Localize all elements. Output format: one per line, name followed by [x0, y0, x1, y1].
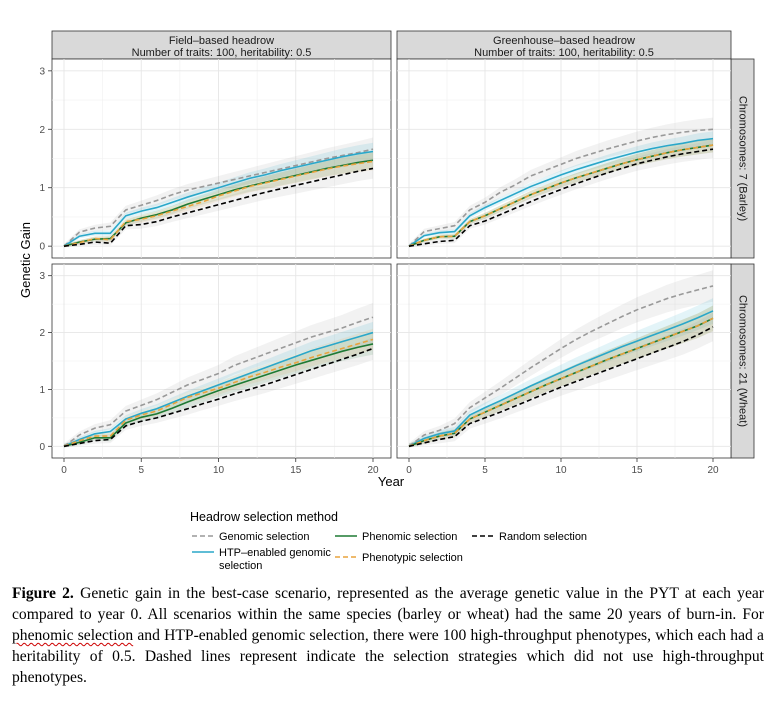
column-strip-text-1-2: Number of traits: 100, heritability: 0.5: [132, 47, 312, 59]
series-line-htp-enabled-genomic-selection: [408, 310, 714, 448]
y-tick-label: 3: [39, 271, 45, 282]
x-tick-label: 15: [631, 465, 643, 476]
series-line-phenotypic-selection: [63, 338, 374, 448]
x-axis-title: Year: [378, 474, 405, 489]
x-tick-label: 0: [61, 465, 67, 476]
row-strip-text-1: Chromosomes: 7 (Barley): [737, 96, 749, 221]
legend-label: Phenomic selection: [362, 531, 457, 543]
confidence-band: [64, 142, 373, 248]
legend-label: HTP–enabled genomic: [219, 547, 331, 559]
series-line-random-selection: [408, 326, 714, 448]
confidence-band: [409, 270, 713, 448]
series-line-phenomic-selection: [63, 343, 374, 448]
legend-label: Phenotypic selection: [362, 552, 463, 564]
panel-2: [396, 58, 732, 259]
x-tick-label: 20: [707, 465, 719, 476]
series-line-htp-enabled-genomic-selection: [408, 137, 714, 247]
confidence-band: [64, 152, 373, 248]
confidence-band: [64, 337, 373, 448]
x-tick-label: 0: [406, 465, 412, 476]
legend-label: Genomic selection: [219, 531, 310, 543]
column-strip-text-2-2: Number of traits: 100, heritability: 0.5: [474, 47, 654, 59]
column-strip-1: [51, 30, 392, 60]
series-line-htp-enabled-genomic-selection: [63, 150, 374, 247]
y-tick-label: 1: [39, 385, 45, 396]
y-tick-label: 1: [39, 183, 45, 194]
series-line-random-selection: [63, 347, 374, 448]
legend-key-4: Phenotypic selection: [335, 552, 463, 564]
legend-label: Random selection: [499, 531, 587, 543]
y-tick-label: 2: [39, 125, 45, 136]
series-line-genomic-selection: [408, 285, 714, 447]
series-line-genomic-selection: [408, 128, 714, 247]
legend: Headrow selection method Genomic selectio…: [190, 510, 587, 572]
series-line-genomic-selection: [63, 148, 374, 247]
y-axis-title: Genetic Gain: [18, 222, 33, 298]
caption-label: Figure 2.: [12, 585, 74, 602]
column-strip-text-1-1: Field–based headrow: [169, 35, 274, 47]
confidence-band: [64, 158, 373, 248]
series-line-phenotypic-selection: [63, 160, 374, 247]
caption-text-part1: Genetic gain in the best-case scenario, …: [12, 585, 764, 623]
legend-label-line2: selection: [219, 560, 262, 572]
series-line-phenotypic-selection: [408, 144, 714, 247]
caption-text-part2: and HTP-enabled genomic selection, there…: [12, 627, 764, 686]
confidence-band: [409, 137, 713, 248]
y-tick-label: 0: [39, 442, 45, 453]
panel-4: 0 5 10 15 20: [396, 263, 732, 476]
caption-underlined-term: phenomic selection: [12, 627, 134, 644]
series-line-htp-enabled-genomic-selection: [63, 331, 374, 448]
column-strip-2: [396, 30, 732, 60]
y-tick-label: 0: [39, 242, 45, 253]
legend-title: Headrow selection method: [190, 510, 338, 524]
y-tick-label: 3: [39, 66, 45, 77]
confidence-band: [64, 302, 373, 448]
legend-key-3: Phenomic selection: [335, 531, 457, 543]
x-tick-label: 5: [482, 465, 488, 476]
x-tick-label: 15: [290, 465, 302, 476]
column-strip-text-2-1: Greenhouse–based headrow: [493, 35, 635, 47]
y-tick-label: 2: [39, 328, 45, 339]
x-tick-label: 10: [555, 465, 567, 476]
x-tick-label: 10: [213, 465, 225, 476]
figure-caption: Figure 2. Genetic gain in the best-case …: [12, 583, 764, 688]
legend-key-1: Genomic selection: [192, 531, 310, 543]
confidence-band: [409, 137, 713, 248]
confidence-band: [409, 312, 713, 448]
panel-1: 0 1 2 3: [39, 58, 392, 259]
series-line-phenotypic-selection: [408, 317, 714, 448]
x-tick-label: 5: [138, 465, 144, 476]
legend-key-5: Random selection: [472, 531, 587, 543]
x-tick-label: 20: [367, 465, 379, 476]
series-line-genomic-selection: [63, 316, 374, 447]
row-strip-text-2: Chromosomes: 21 (Wheat): [737, 295, 749, 427]
confidence-band: [409, 117, 713, 248]
panel-3: 0 1 2 3 0 5 10 15 20: [39, 263, 392, 476]
